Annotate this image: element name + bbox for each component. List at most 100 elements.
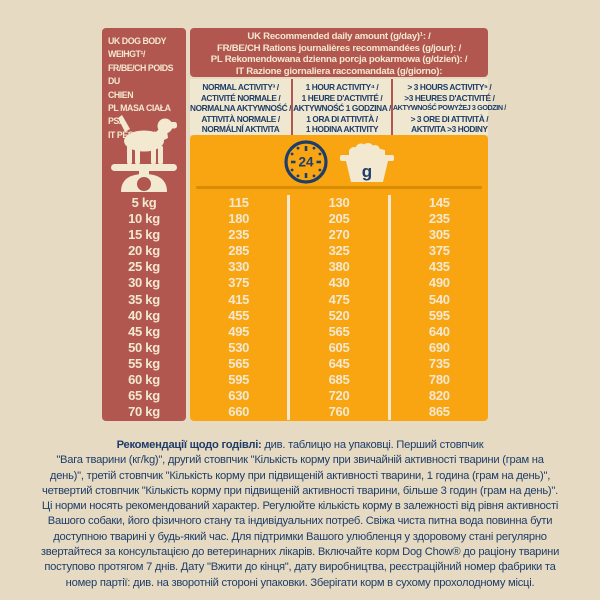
grams-value: 865 [428,404,450,420]
grams-value: 495 [228,323,250,339]
col-head-1: 1 HOUR ACTIVITY⁴ /1 HEURE D'ACTIVITÉ / AK… [291,79,391,135]
activity-header-line: 1 HODINA AKTIVITY [305,124,379,135]
grams-value: 540 [428,291,450,307]
grams-value: 130 [328,195,350,210]
activity-header-line: NORMAL ACTIVITY³ / [202,82,279,92]
grams-value: 305 [428,227,450,243]
grams-value: 270 [328,227,350,243]
activity-header-line: AKTIVITA >3 HODINY [411,124,488,135]
grams-value: 595 [428,307,450,323]
daily-header-line: FR/BE/CH Rations journalières recommandé… [217,42,461,54]
weight-label: 10 kg [128,211,160,227]
grams-value: 820 [428,388,450,404]
grams-value: 520 [328,307,350,323]
daily-header-line: PL Rekomendowana dzienna porcja pokarmow… [210,54,468,66]
activity-header-line: > 3 ORE DI ATTIVITÀ / [410,113,489,124]
activity-header-line: ACTIVITÉ NORMALE / [200,92,281,103]
weight-label: 35 kg [128,291,160,307]
weight-panel-title-line: WEIHGT¹/ [108,49,145,60]
daily-amount-header: UK Recommended daily amount (g/day)¹: / F… [190,28,488,77]
col-head-2: > 3 HOURS ACTIVITY⁵ / >3 HEURES D'ACTIVIT… [390,79,506,135]
grams-value: 605 [328,339,350,355]
weight-label: 5 kg [131,195,157,210]
grams-value: 330 [228,259,250,275]
daily-header-line: UK Recommended daily amount (g/day)¹: / [247,31,431,42]
activity-header-line: ATTIVITÀ NORMALE / [201,113,280,124]
weight-label: 20 kg [128,243,160,259]
clock-24-label: 24 [298,155,314,170]
feeding-note-line: поступово протягом 7 днів. Дату "Вжити д… [44,561,556,574]
values-grid: 115 180 235 285 330 375 415 455 495 530 565 595 630 6… [190,195,488,420]
activity-header-line: AKTYWNOŚĆ 1 GODZINA / [293,103,391,114]
weight-label: 65 kg [128,388,160,404]
weight-panel-title-line: FR/BE/CH POIDS DU [108,62,174,87]
daily-header-lines: UK Recommended daily amount (g/day)¹: / F… [190,31,488,77]
grams-value: 735 [428,355,450,371]
icons-divider [196,186,482,189]
val-col-0: 115 180 235 285 330 375 415 455 495 530 565 595 630 6… [190,195,287,420]
weight-label: 60 kg [128,372,160,388]
weight-label: 55 kg [128,355,160,371]
grams-value: 530 [228,339,250,355]
grams-value: 180 [228,211,250,227]
feeding-note-line: четвертий стовпчик "Кількість корму при … [42,484,558,497]
weight-label: 50 kg [128,339,160,355]
grams-value: 115 [228,195,249,210]
grams-value: 565 [228,355,250,371]
grams-value: 595 [228,372,250,388]
grams-value: 475 [328,291,350,307]
weight-panel-title-line: CHIEN [108,89,134,100]
grams-value: 640 [428,323,450,339]
grams-value: 430 [328,275,350,291]
dog-on-scale-icon [111,115,177,192]
food-bowl-icon: g [340,143,394,182]
weight-panel-title-line: UK DOG BODY [108,36,167,46]
activity-header-line: NORMALNA AKTYWNOŚĆ / [190,103,292,114]
feeding-note-line: номер партії: див. на зворотній стороні … [65,576,535,589]
weight-panel-title-line: PL MASA CIAŁA PSA [108,103,171,127]
activity-header-line: NORMÁLNÍ AKTIVITA [201,124,280,135]
grams-value: 285 [228,243,250,259]
grams-value: 490 [428,275,450,291]
grams-value: 455 [228,307,250,323]
feeding-note-line: звертайтеся за консультацією до ветерина… [40,546,560,559]
activity-header-line: > 3 HOURS ACTIVITY⁵ / [407,82,492,92]
grams-value: 375 [228,275,250,291]
grams-value: 565 [328,323,350,339]
grams-value: 415 [228,291,250,307]
weight-label: 30 kg [128,275,160,291]
clock-24h-icon: 24 [284,140,328,184]
daily-header-line: IT Razione giornaliera raccomandata (g/g… [235,65,443,77]
grams-value: 380 [328,259,350,275]
grams-value: 435 [428,259,450,275]
activity-header-line: AKTYWNOŚĆ POWYŻEJ 3 GODZIN / [392,103,506,113]
activity-column-headers: NORMAL ACTIVITY³ / ACTIVITÉ NORMALE / NORM… [190,79,506,135]
weight-label: 25 kg [128,259,160,275]
feeding-note-line: день)", третій стовпчик "Кількість корму… [49,469,551,482]
grams-value: 630 [228,388,250,404]
activity-header-line: 1 ORA DI ATTIVITÀ / [306,113,378,124]
grams-value: 685 [328,372,350,388]
feeding-note-line: доступною тварині у будь-який час. Для п… [53,530,547,543]
icons-row: 24 g [190,135,488,186]
activity-header-line: 1 HEURE D'ACTIVITÉ / [301,92,383,103]
grams-value: 235 [428,211,450,227]
feeding-note-line: Рекомендації щодо годівлі: див. таблицю … [116,439,484,451]
grams-value: 645 [328,355,350,371]
grams-value: 690 [428,339,450,355]
val-col-1: 130 205 270 325 380 430 475 520 565 605 645 685 720 7… [287,195,387,420]
grams-value: 205 [328,211,350,227]
weight-label: 70 kg [128,404,160,420]
grams-value: 780 [428,372,450,388]
feeding-note-line: Ці норми носять рекомендований характер.… [41,500,559,513]
col-head-0: NORMAL ACTIVITY³ / ACTIVITÉ NORMALE / NORM… [190,79,291,135]
weight-label: 40 kg [128,307,160,323]
grams-value: 325 [328,243,350,259]
feeding-note-line: Вашого собаки, його фізичного стану та і… [47,515,553,528]
grams-value: 235 [228,227,250,243]
feeding-note: Рекомендації щодо годівлі: див. таблицю … [30,438,570,591]
activity-header-line: 1 HOUR ACTIVITY⁴ / [305,82,379,92]
grams-value: 375 [428,243,450,259]
activity-header-line: >3 HEURES D'ACTIVITÉ / [404,92,495,103]
